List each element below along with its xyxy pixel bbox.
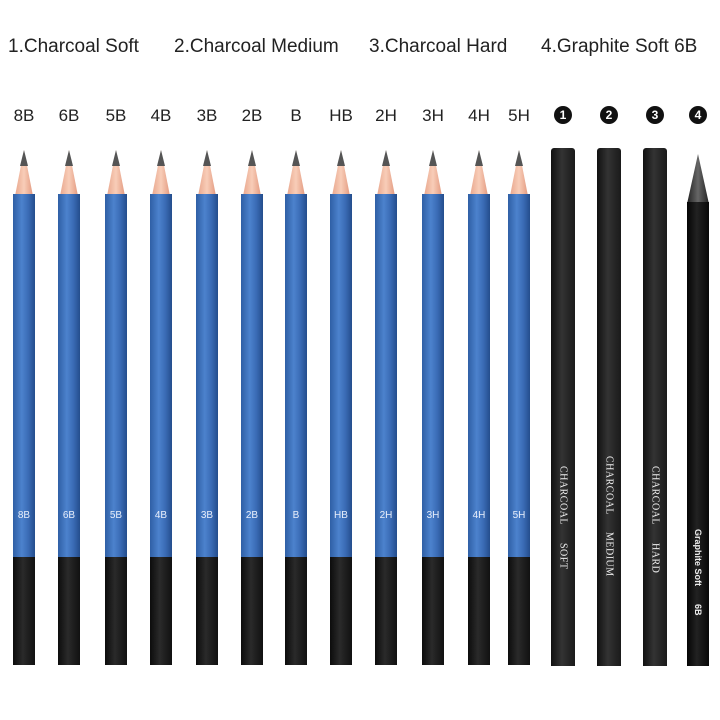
pencil-blue-body [241, 194, 263, 557]
grade-label: B [290, 106, 302, 125]
pencil-blue-body [468, 194, 490, 557]
pencil-lead [203, 150, 211, 166]
number-badge: 3 [646, 106, 664, 124]
graphite-pencil-11: 5H [508, 150, 530, 665]
graphite-pencil-8: 2H [375, 150, 397, 665]
pencil-lead [515, 150, 523, 166]
grade-label: 2H [375, 106, 397, 125]
category-charcoal-soft: 1.Charcoal Soft [8, 36, 139, 57]
pencil-lead [292, 150, 300, 166]
pencil-lead [429, 150, 437, 166]
pencil-blue-body [150, 194, 172, 557]
pencil-grade-print: 3B [200, 510, 214, 521]
pencil-grade-print: 4B [154, 510, 168, 521]
grade-label: 4B [150, 106, 172, 125]
pencil-grade-print: 4H [472, 510, 486, 521]
grade-label: 5B [105, 106, 127, 125]
pencil-black-end [58, 557, 80, 665]
pencil-black-end [375, 557, 397, 665]
grade-label: 4H [468, 106, 490, 125]
pencil-lead [248, 150, 256, 166]
pencil-grade-print: 5B [109, 510, 123, 521]
pencil-black-end [468, 557, 490, 665]
graphite-pencil-10: 4H [468, 150, 490, 665]
graphite-tip [687, 154, 709, 204]
graphite-pencil-3: 4B [150, 150, 172, 665]
category-graphite-soft: 4.Graphite Soft 6B [541, 36, 698, 57]
charcoal-pencil-1: CHARCOAL SOFT [551, 148, 575, 666]
pencil-lead [475, 150, 483, 166]
grade-label: 5H [508, 106, 530, 125]
pencil-grade-print: B [292, 510, 300, 521]
grade-label: 3H [422, 106, 444, 125]
pencil-black-end [241, 557, 263, 665]
charcoal-pencil-3: CHARCOAL HARD [643, 148, 667, 666]
grade-label: 6B [58, 106, 80, 125]
pencil-lead [20, 150, 28, 166]
graphite-pencil-5: 2B [241, 150, 263, 665]
charcoal-pencil-2: CHARCOAL MEDIUM [597, 148, 621, 666]
pencil-black-end [105, 557, 127, 665]
charcoal-print-line1: CHARCOAL [557, 466, 569, 526]
pencil-black-end [196, 557, 218, 665]
pencil-blue-body [196, 194, 218, 557]
pencil-black-end [422, 557, 444, 665]
charcoal-print-line1: CHARCOAL [649, 466, 661, 526]
pencil-black-end [13, 557, 35, 665]
number-badge: 2 [600, 106, 618, 124]
number-badge: 1 [554, 106, 572, 124]
pencil-grade-print: 8B [17, 510, 31, 521]
grade-label: 8B [13, 106, 35, 125]
graphite-pencil-9: 3H [422, 150, 444, 665]
pencil-lead [382, 150, 390, 166]
pencil-grade-print: 2H [379, 510, 393, 521]
graphite-pencil-7: HB [330, 150, 352, 665]
pencil-blue-body [330, 194, 352, 557]
grade-label: 2B [241, 106, 263, 125]
graphite-pencil-1: 6B [58, 150, 80, 665]
graphite-soft-pencil: Graphite Soft 6B [687, 154, 709, 666]
pencil-lead [65, 150, 73, 166]
number-badge: 4 [689, 106, 707, 124]
pencil-grade-print: 3H [426, 510, 440, 521]
pencil-blue-body [422, 194, 444, 557]
graphite-pencil-0: 8B [13, 150, 35, 665]
grade-label: 3B [196, 106, 218, 125]
category-charcoal-hard: 3.Charcoal Hard [369, 36, 508, 57]
category-charcoal-medium: 2.Charcoal Medium [174, 36, 339, 57]
pencil-blue-body [105, 194, 127, 557]
grade-label: HB [329, 106, 353, 125]
graphite-pencil-4: 3B [196, 150, 218, 665]
pencil-black-end [508, 557, 530, 665]
pencil-grade-print: 6B [62, 510, 76, 521]
pencil-blue-body [375, 194, 397, 557]
pencil-lead [157, 150, 165, 166]
pencil-grade-print: 2B [245, 510, 259, 521]
pencil-black-end [150, 557, 172, 665]
graphite-print-line2: 6B [693, 604, 703, 616]
charcoal-print-line1: CHARCOAL [603, 456, 615, 516]
graphite-pencil-2: 5B [105, 150, 127, 665]
graphite-pencil-6: B [285, 150, 307, 665]
pencil-black-end [285, 557, 307, 665]
charcoal-print-line2: HARD [649, 543, 661, 574]
pencil-blue-body [13, 194, 35, 557]
pencil-blue-body [508, 194, 530, 557]
pencil-black-end [330, 557, 352, 665]
charcoal-print-line2: SOFT [557, 543, 569, 570]
graphite-body [687, 202, 709, 666]
pencil-lead [112, 150, 120, 166]
pencil-blue-body [285, 194, 307, 557]
pencil-blue-body [58, 194, 80, 557]
graphite-print-line1: Graphite Soft [693, 529, 703, 587]
pencil-grade-print: 5H [512, 510, 526, 521]
pencil-grade-print: HB [334, 510, 348, 521]
pencil-lead [337, 150, 345, 166]
charcoal-print-line2: MEDIUM [603, 532, 615, 577]
